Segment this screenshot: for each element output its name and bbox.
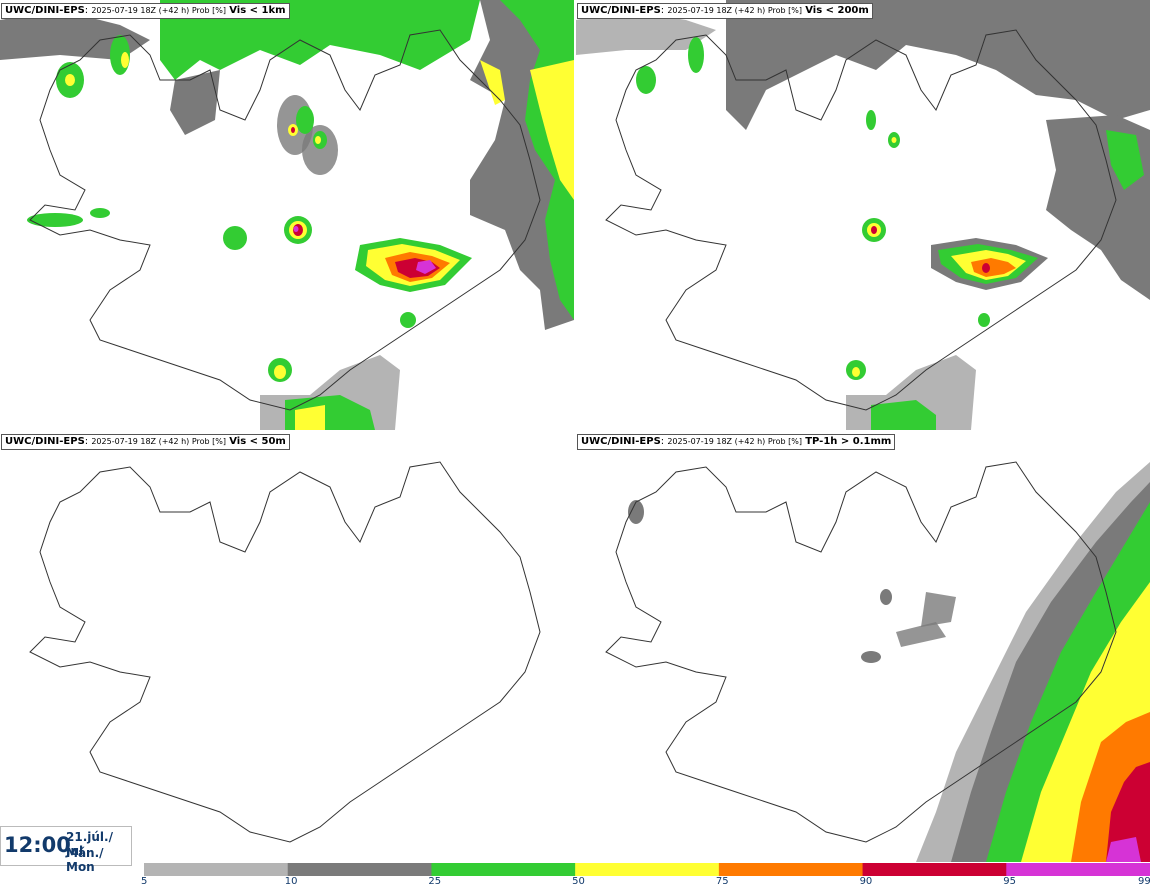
map-vis-1km (0, 0, 574, 430)
run-label: 2025-07-19 18Z (+42 h) Prob [%] (91, 437, 227, 446)
colorbar-segment (144, 863, 289, 876)
coastline-2 (605, 29, 1117, 411)
colorbar-segment (1006, 863, 1150, 876)
model-label: UWC/DINI-EPS (5, 436, 85, 447)
map-vis-50m (0, 432, 574, 862)
panel-title-4: UWC/DINI-EPS: 2025-07-19 18Z (+42 h) Pro… (577, 434, 896, 450)
colorbar-tick-label: 99 (1138, 876, 1150, 887)
valid-weekday: Mán./ Mon (66, 846, 104, 874)
map-panel-vis-50m (0, 432, 574, 862)
variable-label: Vis < 200m (805, 5, 869, 16)
colorbar-tick-label: 75 (715, 876, 729, 887)
colorbar-segment (862, 863, 1007, 876)
valid-date: 21.júl./ Jul (66, 830, 113, 858)
colorbar-tick-label: 10 (284, 876, 298, 887)
map-panel-precip (576, 432, 1150, 862)
variable-label: Vis < 1km (229, 5, 286, 16)
panel-title-1: UWC/DINI-EPS: 2025-07-19 18Z (+42 h) Pro… (1, 3, 290, 19)
colorbar-tick-label: 50 (572, 876, 585, 887)
colorbar-segment (287, 863, 432, 876)
panel-title-2: UWC/DINI-EPS: 2025-07-19 18Z (+42 h) Pro… (577, 3, 873, 19)
model-label: UWC/DINI-EPS (581, 436, 661, 447)
model-label: UWC/DINI-EPS (5, 5, 85, 16)
colorbar-tick-label: 95 (1003, 876, 1017, 887)
run-label: 2025-07-19 18Z (+42 h) Prob [%] (667, 437, 803, 446)
valid-time-clock: 12:00 (4, 833, 71, 857)
coastline-1 (29, 29, 541, 411)
panel-title-3: UWC/DINI-EPS: 2025-07-19 18Z (+42 h) Pro… (1, 434, 290, 450)
coastline-3 (29, 461, 541, 843)
coastline-4 (605, 461, 1117, 843)
map-tp-1h (576, 432, 1150, 862)
colorbar-segment (431, 863, 576, 876)
model-label: UWC/DINI-EPS (581, 5, 661, 16)
colorbar (144, 863, 1150, 876)
colorbar-segment (718, 863, 864, 876)
colorbar-tick-label: 90 (859, 876, 873, 887)
colorbar-segment (575, 863, 720, 876)
colorbar-tick-label: 25 (428, 876, 442, 887)
valid-time-box: 12:00 21.júl./ Jul Mán./ Mon (0, 826, 132, 874)
variable-label: TP-1h > 0.1mm (805, 436, 892, 447)
colorbar-tick-label: 5 (141, 876, 148, 887)
variable-label: Vis < 50m (229, 436, 286, 447)
run-label: 2025-07-19 18Z (+42 h) Prob [%] (667, 6, 803, 15)
run-label: 2025-07-19 18Z (+42 h) Prob [%] (91, 6, 227, 15)
map-panel-vis-200m (576, 0, 1150, 430)
map-panel-vis-1km (0, 0, 574, 430)
map-vis-200m (576, 0, 1150, 430)
